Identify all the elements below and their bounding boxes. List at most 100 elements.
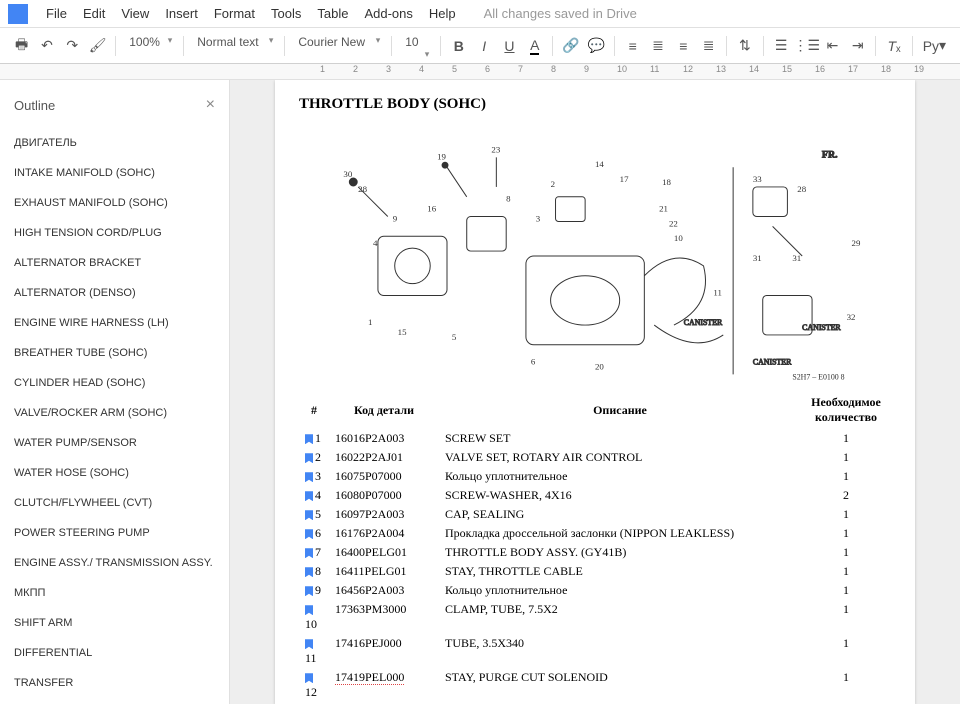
align-left-icon[interactable]: ≡ — [621, 34, 644, 58]
outline-item[interactable]: POWER STEERING PUMP — [0, 518, 229, 548]
menu-file[interactable]: File — [38, 2, 75, 25]
svg-text:CANISTER: CANISTER — [753, 358, 792, 367]
align-justify-icon[interactable]: ≣ — [697, 34, 720, 58]
bookmark-icon — [305, 639, 313, 649]
svg-text:8: 8 — [506, 194, 511, 204]
docs-logo[interactable] — [8, 4, 28, 24]
table-row: 716400PELG01THROTTLE BODY ASSY. (GY41B)1 — [299, 543, 891, 562]
table-row: 1217419PEL000STAY, PURGE CUT SOLENOID1 — [299, 668, 891, 702]
insert-comment-icon[interactable]: 💬 — [585, 34, 608, 58]
menu-add-ons[interactable]: Add-ons — [356, 2, 420, 25]
undo-icon[interactable]: ↶ — [35, 34, 58, 58]
parts-table: # Код детали Описание Необходимое количе… — [299, 391, 891, 704]
bulleted-list-icon[interactable]: ⋮☰ — [795, 34, 819, 58]
close-icon[interactable]: × — [206, 96, 215, 114]
svg-text:5: 5 — [452, 332, 457, 342]
outline-item[interactable]: BREATHER TUBE (SOHC) — [0, 338, 229, 368]
font-select[interactable]: Courier New — [291, 34, 385, 58]
decrease-indent-icon[interactable]: ⇤ — [821, 34, 844, 58]
svg-text:CANISTER: CANISTER — [684, 318, 723, 327]
svg-text:19: 19 — [437, 151, 446, 161]
bookmark-icon — [305, 567, 313, 577]
svg-text:11: 11 — [713, 287, 722, 297]
bookmark-icon — [305, 586, 313, 596]
bookmark-icon — [305, 529, 313, 539]
bookmark-icon — [305, 453, 313, 463]
outline-title: Outline — [14, 98, 55, 113]
ruler: 12345678910111213141516171819 — [0, 64, 960, 80]
outline-item[interactable]: WATER PUMP/SENSOR — [0, 428, 229, 458]
bookmark-icon — [305, 472, 313, 482]
outline-item[interactable]: ДВИГАТЕЛЬ — [0, 128, 229, 158]
font-size-select[interactable]: 10 — [398, 34, 434, 58]
outline-item[interactable]: CLUTCH/FLYWHEEL (CVT) — [0, 488, 229, 518]
paint-format-icon[interactable]: 🖌 — [86, 34, 109, 58]
zoom-select[interactable]: 100% — [122, 34, 177, 58]
menu-insert[interactable]: Insert — [157, 2, 206, 25]
svg-text:CANISTER: CANISTER — [802, 323, 841, 332]
outline-item[interactable]: TRANSFER — [0, 668, 229, 698]
save-status: All changes saved in Drive — [484, 6, 637, 21]
svg-text:3: 3 — [536, 213, 541, 223]
svg-text:33: 33 — [753, 174, 762, 184]
svg-text:28: 28 — [358, 184, 367, 194]
text-color-icon[interactable]: A — [523, 34, 546, 58]
svg-text:4: 4 — [373, 238, 378, 248]
bookmark-icon — [305, 510, 313, 520]
outline-item[interactable]: МКПП — [0, 578, 229, 608]
table-row: 216022P2AJ01VALVE SET, ROTARY AIR CONTRO… — [299, 448, 891, 467]
redo-icon[interactable]: ↷ — [61, 34, 84, 58]
svg-text:1: 1 — [368, 317, 372, 327]
table-header-desc: Описание — [439, 391, 801, 429]
outline-item[interactable]: HIGH TENSION CORD/PLUG — [0, 218, 229, 248]
table-header-num: # — [299, 391, 329, 429]
py-addon[interactable]: Py ▾ — [919, 34, 950, 58]
table-row: 516097P2A003CAP, SEALING1 — [299, 505, 891, 524]
svg-text:14: 14 — [595, 159, 604, 169]
document-page[interactable]: THROTTLE BODY (SOHC) — [275, 80, 915, 704]
menu-help[interactable]: Help — [421, 2, 464, 25]
outline-item[interactable]: DIFFERENTIAL — [0, 638, 229, 668]
svg-text:15: 15 — [398, 327, 407, 337]
increase-indent-icon[interactable]: ⇥ — [846, 34, 869, 58]
insert-link-icon[interactable]: 🔗 — [559, 34, 582, 58]
outline-item[interactable]: VALVE/ROCKER ARM (SOHC) — [0, 398, 229, 428]
align-center-icon[interactable]: ≣ — [646, 34, 669, 58]
table-row: 1117416PEJ000TUBE, 3.5X3401 — [299, 634, 891, 668]
menu-tools[interactable]: Tools — [263, 2, 309, 25]
paragraph-style-select[interactable]: Normal text — [190, 34, 278, 58]
menu-edit[interactable]: Edit — [75, 2, 113, 25]
print-icon[interactable]: 🖶 — [10, 34, 33, 58]
outline-item[interactable]: SHIFT ARM — [0, 608, 229, 638]
clear-formatting-icon[interactable]: Tₓ — [882, 34, 905, 58]
svg-text:6: 6 — [531, 357, 536, 367]
table-row: 316075P07000Кольцо уплотнительное1 — [299, 467, 891, 486]
svg-text:30: 30 — [343, 169, 352, 179]
menu-view[interactable]: View — [113, 2, 157, 25]
outline-item[interactable]: EXHAUST MANIFOLD (SOHC) — [0, 188, 229, 218]
svg-text:16: 16 — [427, 204, 436, 214]
bold-icon[interactable]: B — [447, 34, 470, 58]
outline-item[interactable]: INTAKE MANIFOLD (SOHC) — [0, 158, 229, 188]
outline-sidebar: Outline × ДВИГАТЕЛЬINTAKE MANIFOLD (SOHC… — [0, 80, 230, 704]
svg-text:2: 2 — [551, 179, 555, 189]
table-row: 416080P07000SCREW-WASHER, 4X162 — [299, 486, 891, 505]
outline-item[interactable]: ALTERNATOR BRACKET — [0, 248, 229, 278]
svg-text:29: 29 — [852, 238, 861, 248]
italic-icon[interactable]: I — [473, 34, 496, 58]
menu-format[interactable]: Format — [206, 2, 263, 25]
outline-item[interactable]: WATER HOSE (SOHC) — [0, 458, 229, 488]
outline-item[interactable]: CYLINDER HEAD (SOHC) — [0, 368, 229, 398]
outline-item[interactable]: ALTERNATOR (DENSO) — [0, 278, 229, 308]
outline-item[interactable]: ENGINE ASSY./ TRANSMISSION ASSY. — [0, 548, 229, 578]
menu-table[interactable]: Table — [309, 2, 356, 25]
svg-text:22: 22 — [669, 218, 678, 228]
svg-text:S2H7 – E0100 8: S2H7 – E0100 8 — [792, 372, 844, 381]
numbered-list-icon[interactable]: ☰ — [770, 34, 793, 58]
svg-text:21: 21 — [659, 204, 668, 214]
line-spacing-icon[interactable]: ⇅ — [733, 34, 756, 58]
align-right-icon[interactable]: ≡ — [672, 34, 695, 58]
outline-item[interactable]: ENGINE WIRE HARNESS (LH) — [0, 308, 229, 338]
underline-icon[interactable]: U — [498, 34, 521, 58]
table-row: 916456P2A003Кольцо уплотнительное1 — [299, 581, 891, 600]
